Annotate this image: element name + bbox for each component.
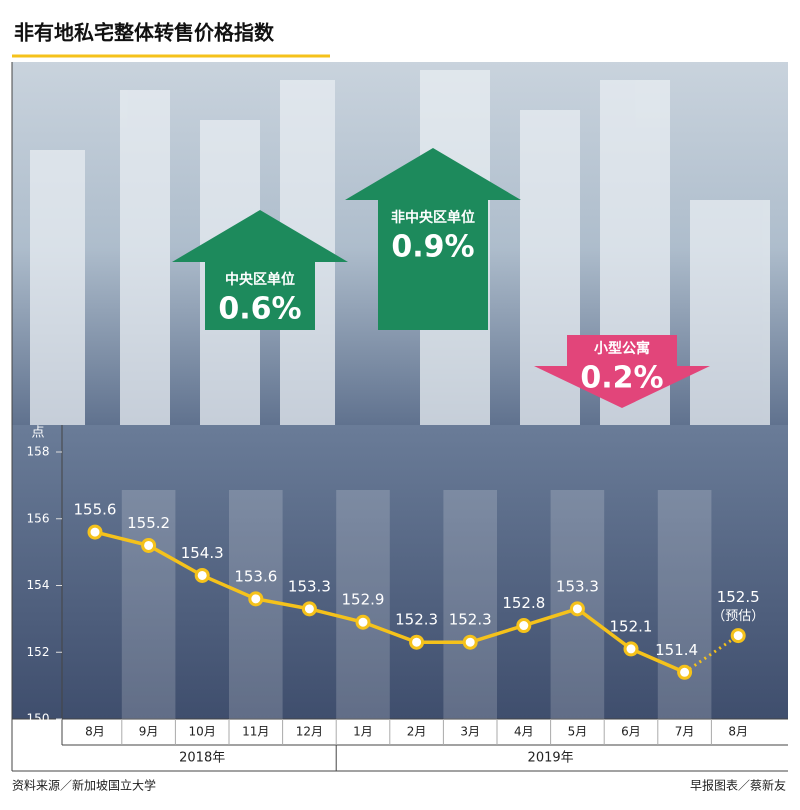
column-band (121, 490, 176, 719)
y-tick-label: 150 (27, 712, 50, 726)
value-label: 152.3 (449, 611, 492, 629)
value-label: 152.8 (502, 594, 545, 612)
point (677, 664, 693, 680)
x-tick-label: 8月 (85, 725, 105, 739)
arrow-change: 0.6% (218, 292, 301, 327)
x-tick-label: 2月 (407, 725, 427, 739)
arrow (534, 335, 710, 408)
x-tick-label: 3月 (460, 725, 480, 739)
y-tick-label: 154 (27, 578, 50, 592)
arrow-label: 中央区单位 (225, 271, 295, 288)
value-label: 153.3 (288, 577, 331, 595)
value-label: 153.3 (556, 577, 599, 595)
estimate-line (683, 634, 740, 674)
line (94, 530, 686, 674)
point (141, 537, 157, 553)
chart-title: 非有地私宅整体转售价格指数 (14, 21, 275, 45)
column-band (443, 490, 497, 719)
estimate-note: （预估） (712, 609, 764, 624)
arrow (172, 210, 348, 330)
point (248, 591, 264, 607)
x-tick-label: 4月 (514, 725, 534, 739)
value-label: 152.9 (342, 591, 385, 609)
point (730, 628, 746, 644)
value-label: 153.6 (234, 567, 277, 585)
y-tick-label: 152 (27, 645, 50, 659)
point (409, 634, 425, 650)
point (516, 618, 532, 634)
point (194, 567, 210, 583)
point (355, 614, 371, 630)
value-label: 152.1 (610, 617, 653, 635)
value-label: 151.4 (655, 641, 698, 659)
x-tick-label: 12月 (296, 725, 323, 739)
y-tick-label: 158 (27, 445, 50, 459)
value-label: 152.5 (717, 588, 760, 606)
value-label: 155.6 (74, 501, 117, 519)
point (462, 634, 478, 650)
arrow-change: 0.2% (580, 361, 663, 396)
x-tick-label: 11月 (242, 725, 269, 739)
point (623, 641, 639, 657)
x-tick-label: 7月 (675, 725, 695, 739)
x-tick-label: 6月 (621, 725, 641, 739)
credit: 早报图表／蔡新友 (690, 778, 786, 793)
year-label: 2018年 (179, 751, 225, 766)
arrow (345, 148, 521, 330)
x-tick-label: 5月 (568, 725, 588, 739)
value-label: 154.3 (181, 544, 224, 562)
point (87, 524, 103, 540)
point (301, 601, 317, 617)
x-tick-label: 1月 (353, 725, 373, 739)
y-unit: 点 (31, 426, 44, 441)
column-band (657, 490, 712, 719)
arrow-label: 小型公寓 (594, 340, 650, 357)
source: 资料来源／新加坡国立大学 (12, 778, 156, 793)
value-label: 155.2 (127, 514, 170, 532)
year-label: 2019年 (528, 751, 574, 766)
arrow-label: 非中央区单位 (391, 209, 475, 226)
plot-background (12, 425, 788, 719)
arrow-change: 0.9% (391, 230, 474, 265)
x-tick-label: 9月 (139, 725, 159, 739)
x-tick-label: 10月 (189, 725, 216, 739)
point (569, 601, 585, 617)
column-band (336, 490, 390, 719)
value-label: 152.3 (395, 611, 438, 629)
x-tick-label: 8月 (728, 725, 748, 739)
y-tick-label: 156 (27, 511, 50, 525)
